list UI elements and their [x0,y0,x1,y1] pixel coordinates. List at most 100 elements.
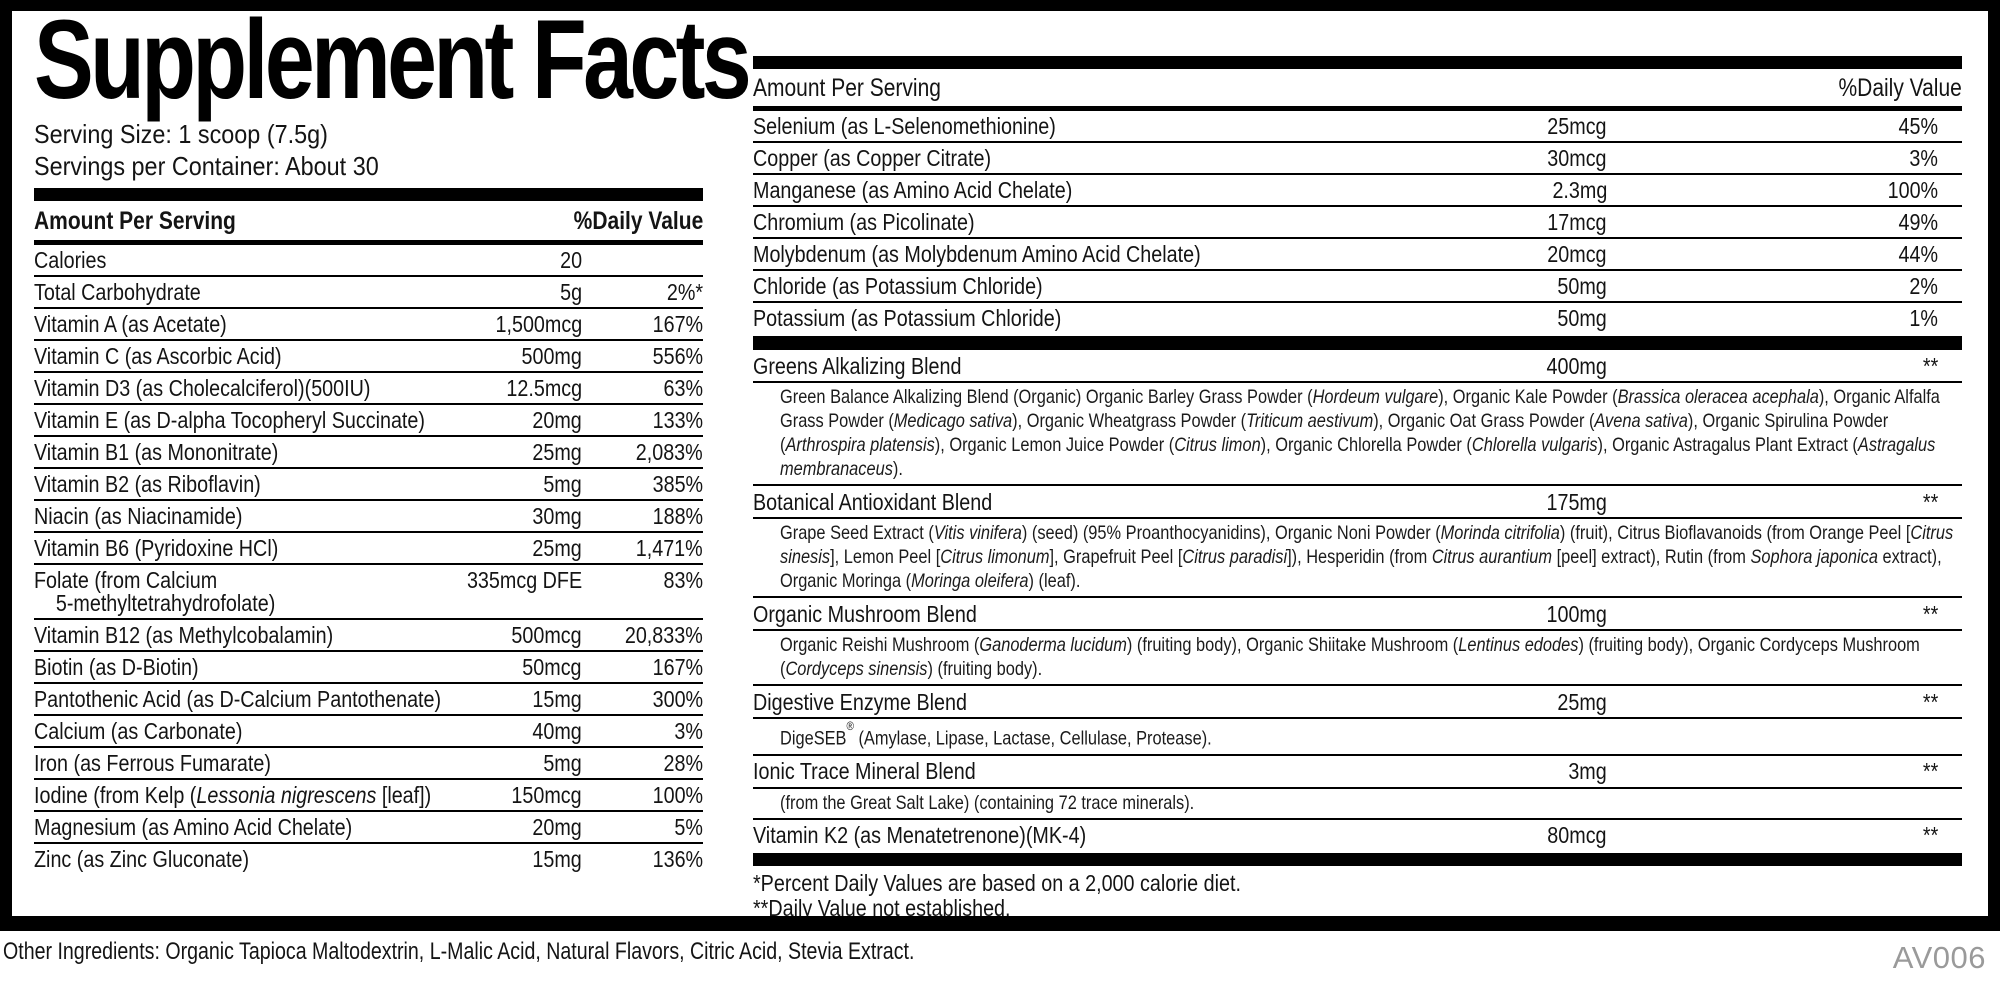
blend-name: Greens Alkalizing Blend [753,352,962,379]
table-row: Vitamin C (as Ascorbic Acid) 500mg 556% [34,341,703,374]
footnotes: *Percent Daily Values are based on a 2,0… [753,870,1962,922]
nutrient-name: Chloride (as Potassium Chloride) [753,272,1043,299]
separator-bar-thick [753,336,1962,350]
separator-bar-thin [753,106,1962,111]
nutrient-daily-value: 3% [674,717,703,744]
right-column: Amount Per Serving %Daily Value Selenium… [753,0,1962,922]
table-row: Vitamin B12 (as Methylcobalamin) 500mcg 20… [34,620,703,653]
nutrient-daily-value: 2,083% [636,438,703,465]
nutrient-amount: 5g [560,278,582,305]
nutrient-amount: 20 [560,246,582,273]
nutrient-amount: 15mg [532,845,582,872]
separator-bar-thin [34,240,703,246]
bottom-border-bar [0,916,2000,931]
nutrient-name: Molybdenum (as Molybdenum Amino Acid Che… [753,240,1201,267]
blend-ingredients-text: Green Balance Alkalizing Blend (Organic)… [780,386,1940,480]
nutrient-amount: 20mg [532,813,582,840]
nutrient-daily-value: 44% [1898,240,1938,267]
blend-name: Vitamin K2 (as Menatetrenone)(MK-4) [753,822,1087,848]
blend-row: Digestive Enzyme Blend 25mg ** [753,686,1962,719]
blend-name: Organic Mushroom Blend [753,600,977,627]
blend-daily-value: ** [1922,822,1938,848]
nutrient-name: Folate (from Calcium 5-methyltetrahydrofo… [34,568,432,616]
separator-bar-thick [34,188,703,202]
nutrient-daily-value: 20,833% [625,621,703,648]
nutrient-name: Vitamin B12 (as Methylcobalamin) [34,621,334,648]
table-row: Chromium (as Picolinate) 17mcg 49% [753,207,1962,239]
amount-per-serving-header: Amount Per Serving [753,74,941,102]
blend-name: Botanical Antioxidant Blend [753,488,993,515]
nutrient-daily-value: 63% [663,374,703,401]
nutrient-daily-value: 100% [1887,176,1938,203]
nutrient-daily-value: 2%* [666,278,703,305]
blend-name: Digestive Enzyme Blend [753,688,967,715]
blend-amount: 100mg [1546,600,1607,627]
nutrient-daily-value: 385% [652,470,703,497]
table-row: Vitamin B6 (Pyridoxine HCl) 25mg 1,471% [34,533,703,566]
nutrient-amount: 17mcg [1547,208,1607,235]
nutrient-amount: 25mg [532,438,582,465]
blend-ingredients-text: Grape Seed Extract (Vitis vinifera) (see… [780,522,1954,592]
nutrient-name: Manganese (as Amino Acid Chelate) [753,176,1073,203]
table-row: Folate (from Calcium 5-methyltetrahydrofo… [34,565,703,621]
nutrient-name: Zinc (as Zinc Gluconate) [34,845,250,872]
blend-name: Ionic Trace Mineral Blend [753,758,976,784]
nutrient-amount: 25mg [532,534,582,561]
nutrient-name-line2: 5-methyltetrahydrofolate) [55,589,276,616]
nutrient-amount: 25mcg [1547,112,1607,139]
blend-row: Ionic Trace Mineral Blend 3mg ** [753,756,1962,789]
nutrient-name: Copper (as Copper Citrate) [753,144,992,171]
table-row: Potassium (as Potassium Chloride) 50mg 1% [753,303,1962,333]
blend-ingredients-text: Organic Reishi Mushroom (Ganoderma lucid… [780,634,1920,680]
table-row: Iron (as Ferrous Fumarate) 5mg 28% [34,748,703,781]
daily-value-header: %Daily Value [573,207,703,236]
nutrient-amount: 5mg [543,470,582,497]
right-table: Selenium (as L-Selenomethionine) 25mcg 45%… [753,111,1962,333]
blend-ingredients: (from the Great Salt Lake) (containing 7… [753,789,1962,820]
table-row: Vitamin E (as D-alpha Tocopheryl Succina… [34,405,703,438]
nutrient-amount: 500mg [521,342,582,369]
other-ingredients-line: Other Ingredients: Organic Tapioca Malto… [3,938,915,965]
blend-daily-value: ** [1922,688,1938,715]
nutrient-daily-value: 49% [1898,208,1938,235]
amount-per-serving-header: Amount Per Serving [34,207,236,236]
blend-amount: 175mg [1546,488,1607,515]
nutrient-daily-value: 133% [652,406,703,433]
blend-ingredients-text: (from the Great Salt Lake) (containing 7… [780,791,1195,814]
nutrient-name: Total Carbohydrate [34,278,201,305]
table-row: Vitamin B1 (as Mononitrate) 25mg 2,083% [34,437,703,470]
nutrient-amount: 50mg [1557,304,1607,331]
nutrient-name: Iodine (from Kelp (Lessonia nigrescens [… [34,781,432,808]
table-row: Biotin (as D-Biotin) 50mcg 167% [34,652,703,685]
table-row: Vitamin A (as Acetate) 1,500mcg 167% [34,309,703,342]
nutrient-name: Vitamin E (as D-alpha Tocopheryl Succina… [34,406,425,433]
table-row: Total Carbohydrate 5g 2%* [34,277,703,310]
nutrient-daily-value: 300% [652,685,703,712]
serving-size-line: Serving Size: 1 scoop (7.5g) [34,119,328,150]
blend-amount: 400mg [1546,352,1607,379]
table-row: Zinc (as Zinc Gluconate) 15mg 136% [34,844,703,874]
blend-row: Vitamin K2 (as Menatetrenone)(MK-4) 80mcg… [753,820,1962,851]
nutrient-amount: 50mg [1557,272,1607,299]
nutrient-daily-value: 83% [663,566,703,593]
nutrient-name: Biotin (as D-Biotin) [34,653,199,680]
table-row: Pantothenic Acid (as D-Calcium Pantothen… [34,684,703,717]
nutrient-daily-value: 167% [652,653,703,680]
nutrient-name: Pantothenic Acid (as D-Calcium Pantothen… [34,685,442,712]
blend-daily-value: ** [1922,488,1938,515]
table-row: Chloride (as Potassium Chloride) 50mg 2% [753,271,1962,303]
blend-row: Organic Mushroom Blend 100mg ** [753,598,1962,631]
nutrient-name: Calories [34,246,107,273]
table-row: Copper (as Copper Citrate) 30mcg 3% [753,143,1962,175]
blend-ingredients: Organic Reishi Mushroom (Ganoderma lucid… [753,631,1962,686]
nutrient-name: Potassium (as Potassium Chloride) [753,304,1062,331]
nutrient-name: Calcium (as Carbonate) [34,717,243,744]
table-row: Calories 20 [34,245,703,278]
table-row: Magnesium (as Amino Acid Chelate) 20mg 5% [34,812,703,845]
blend-amount: 80mcg [1547,822,1607,848]
blend-daily-value: ** [1922,758,1938,784]
blend-ingredients: DigeSEB® (Amylase, Lipase, Lactase, Cell… [753,719,1962,756]
table-row: Calcium (as Carbonate) 40mg 3% [34,716,703,749]
nutrient-name: Vitamin B6 (Pyridoxine HCl) [34,534,279,561]
nutrient-daily-value: 1% [1909,304,1938,331]
